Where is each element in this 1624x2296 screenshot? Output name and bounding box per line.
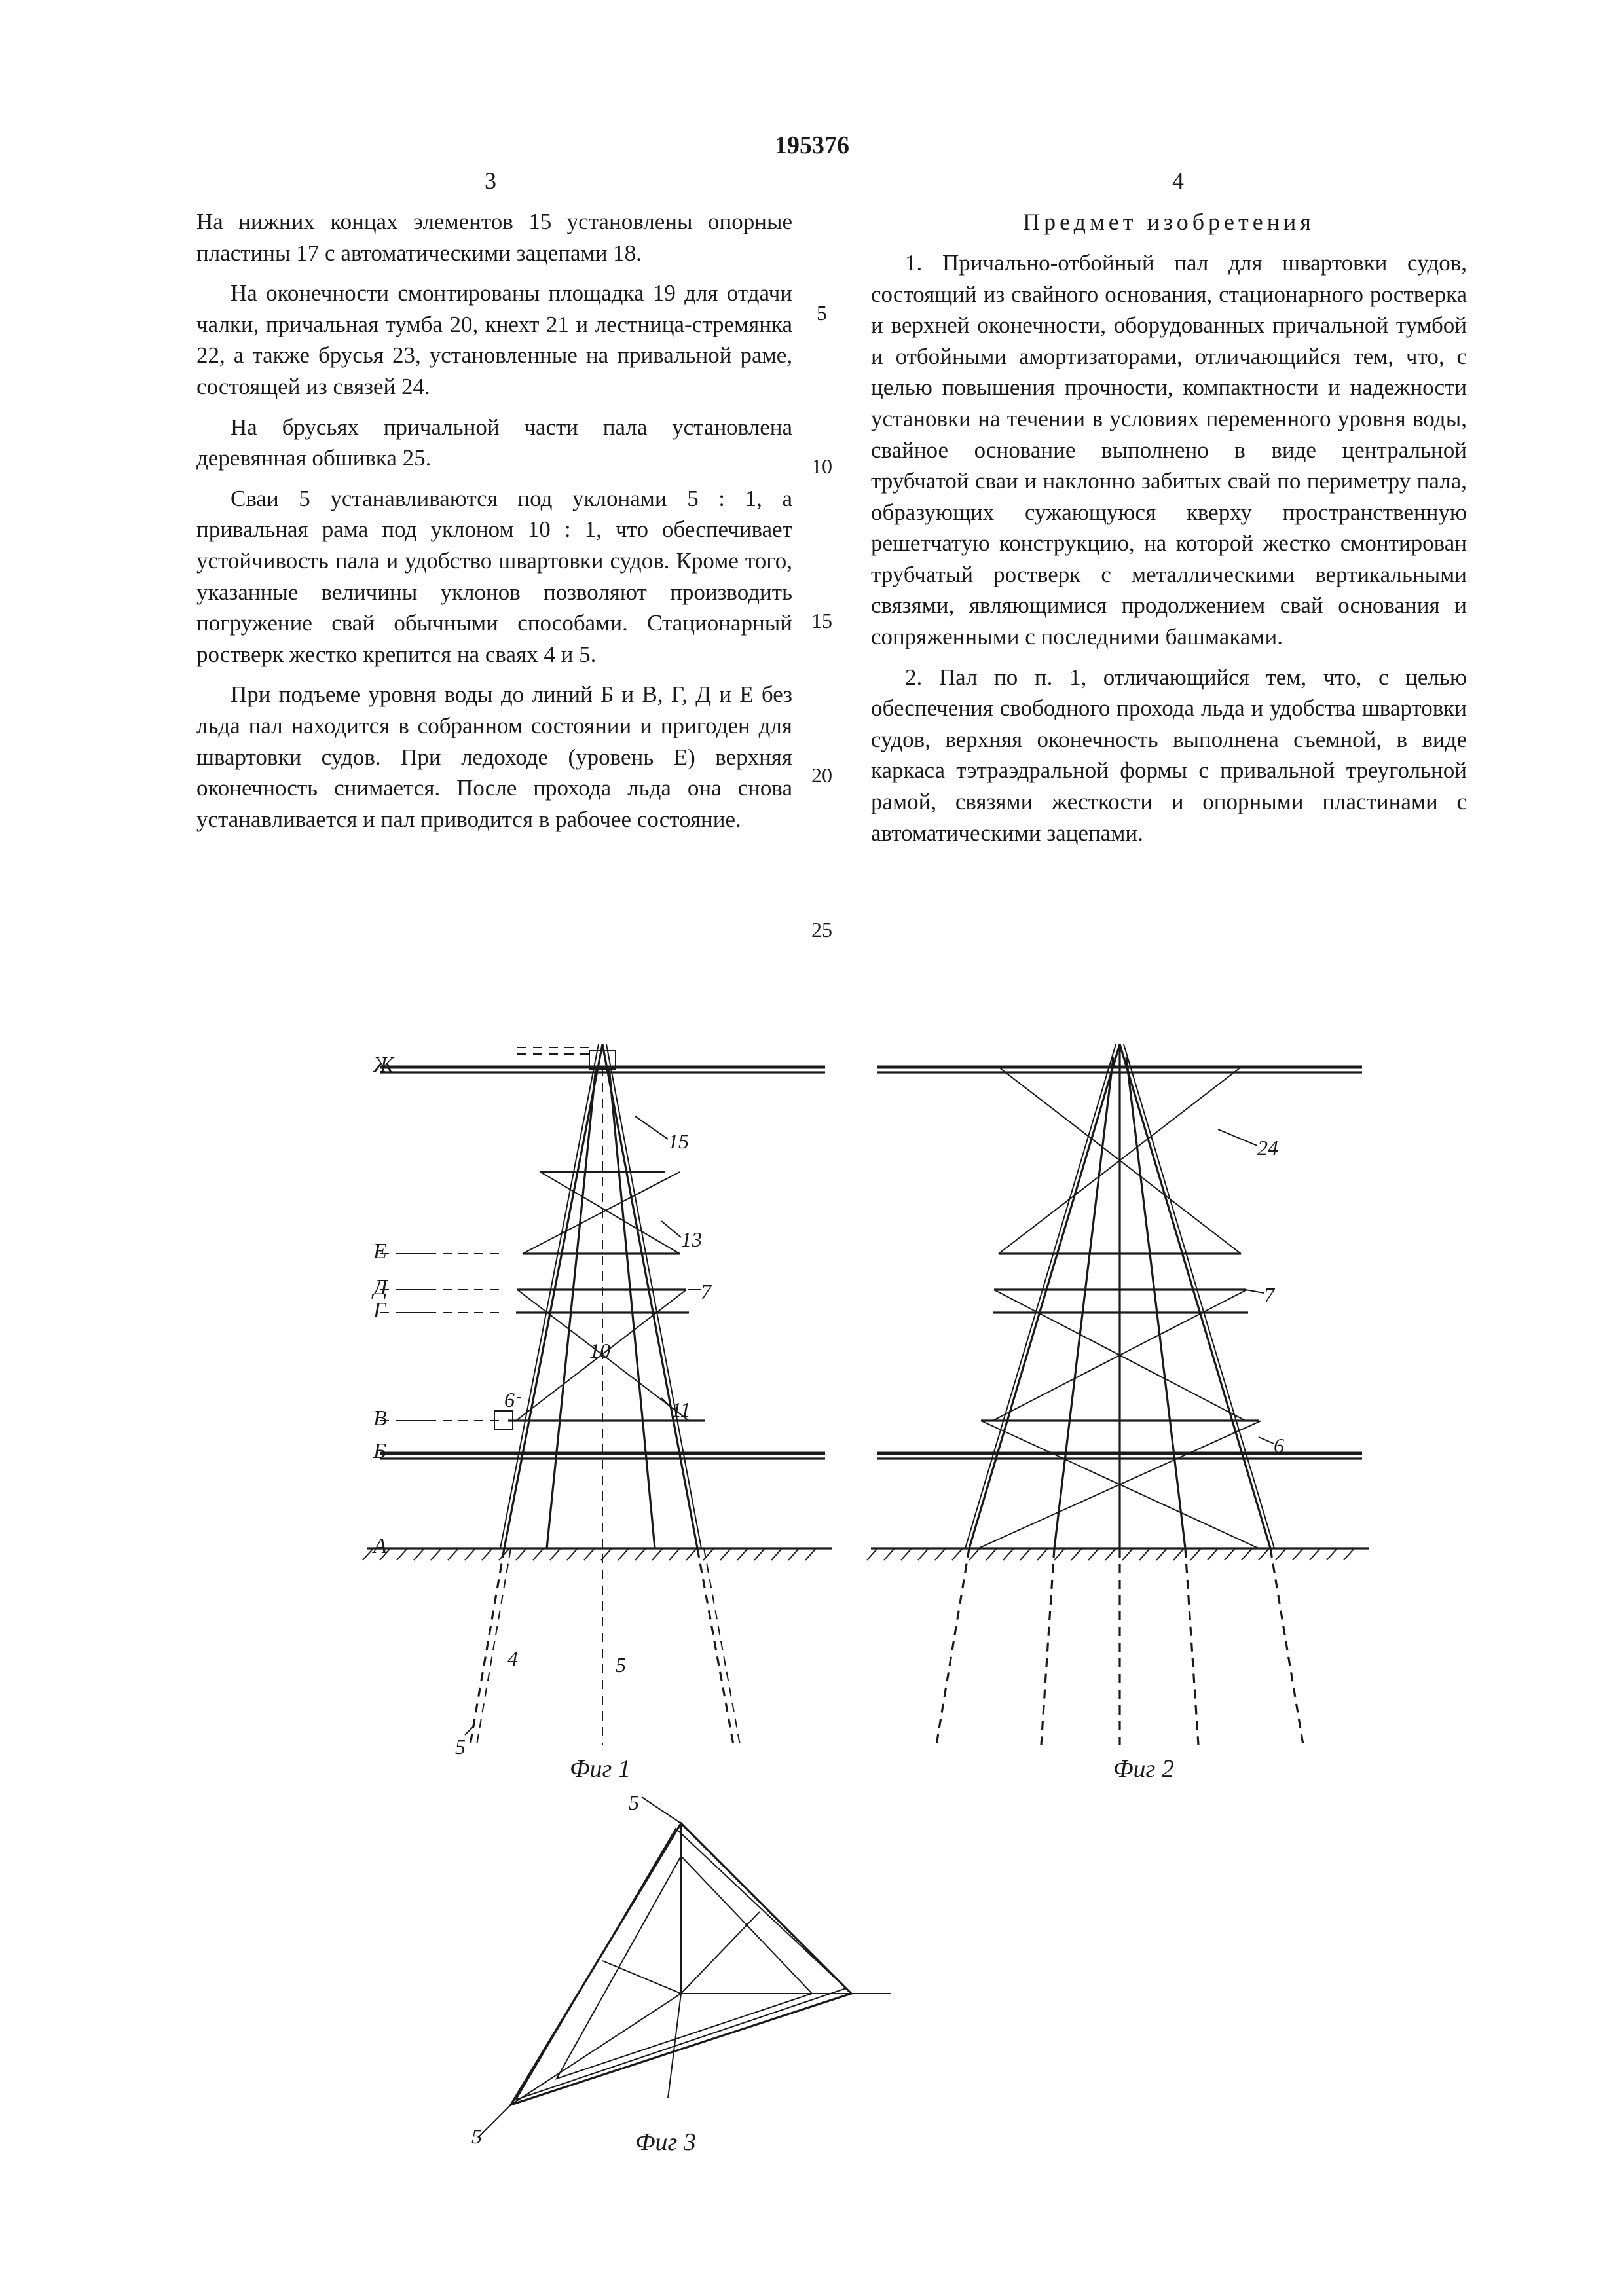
- claims-title: Предмет изобретения: [871, 206, 1467, 238]
- level-label: Е: [373, 1239, 387, 1264]
- figure-caption: Фиг 2: [1113, 1755, 1174, 1783]
- line-number: 15: [802, 607, 841, 636]
- callout-label: 5: [629, 1791, 639, 1815]
- figure-2: [864, 1031, 1375, 1764]
- level-label: Д: [373, 1275, 388, 1300]
- patent-number: 195376: [0, 131, 1624, 160]
- figure-caption: Фиг 1: [570, 1755, 631, 1783]
- para: Сваи 5 устанавливаются под уклонами 5 : …: [196, 483, 792, 670]
- page: 195376 3 4 На нижних концах элементов 15…: [0, 0, 1624, 2296]
- callout-label: 7: [701, 1280, 711, 1304]
- level-label: В: [373, 1406, 387, 1431]
- claim: 2. Пал по п. 1, отличающийся тем, что, с…: [871, 662, 1467, 849]
- left-page-number: 3: [485, 167, 496, 194]
- line-number: 25: [802, 916, 841, 945]
- left-column: На нижних концах элементов 15 установлен…: [196, 206, 792, 858]
- claim: 1. Причально-отбойный пал для швартовки …: [871, 247, 1467, 653]
- callout-label: 10: [589, 1339, 610, 1363]
- level-label: А: [373, 1534, 387, 1559]
- para: На брусьях причальной части пала установ…: [196, 412, 792, 474]
- line-number: 10: [802, 452, 841, 481]
- level-label: Г: [373, 1298, 386, 1323]
- callout-label: 5: [471, 2124, 482, 2149]
- callout-label: 13: [681, 1228, 702, 1252]
- para: На оконечности смонтированы площадка 19 …: [196, 278, 792, 402]
- callout-label: 5: [455, 1735, 466, 1759]
- callout-label: 7: [1264, 1283, 1274, 1307]
- figure-caption: Фиг 3: [635, 2128, 696, 2157]
- callout-label: 6: [504, 1388, 515, 1412]
- para: При подъеме уровня воды до линий Б и В, …: [196, 679, 792, 835]
- callout-label: 5: [616, 1653, 626, 1677]
- callout-label: 6: [1274, 1434, 1284, 1458]
- callout-label: 15: [668, 1129, 689, 1154]
- right-page-number: 4: [1172, 167, 1184, 194]
- figure-1: [354, 1031, 838, 1764]
- callout-label: 11: [671, 1398, 691, 1422]
- right-column: Предмет изобретения 1. Причально-отбойны…: [871, 206, 1467, 858]
- callout-label: 4: [507, 1647, 518, 1671]
- level-label: Б: [373, 1439, 386, 1464]
- figure-3: [471, 1797, 891, 2138]
- callout-label: 24: [1257, 1136, 1278, 1160]
- line-number: 20: [802, 761, 841, 790]
- line-number: 5: [802, 299, 841, 328]
- figures-region: Ж ЕДГ ВБ А 15 13 10 11 6 7 4 5 5 Фиг 1 24 7 6 Фиг 2 5 5 Фиг …: [275, 1031, 1428, 2183]
- level-label: Ж: [373, 1053, 394, 1078]
- para: На нижних концах элементов 15 установлен…: [196, 206, 792, 268]
